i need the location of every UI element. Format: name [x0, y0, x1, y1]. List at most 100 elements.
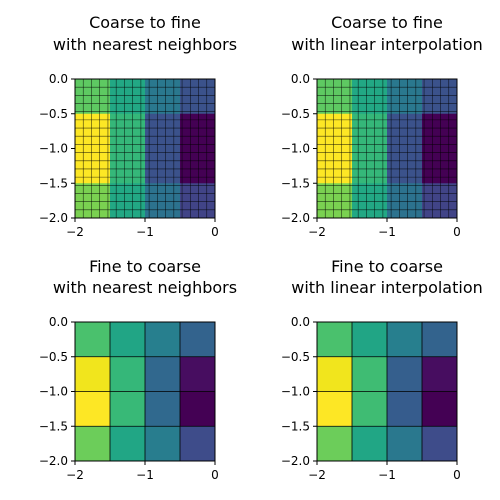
- y-tick-label: −1.5: [39, 176, 68, 190]
- chart-panel-4: −2 −1 0 0.0 −0.5 −1.0 −1.5 −2.0 Fine to coarse wi…: [281, 257, 483, 482]
- heatmap-cell: [317, 391, 353, 427]
- y-tick-label: −0.5: [281, 107, 310, 121]
- y-tick-label: −1.0: [281, 385, 310, 399]
- chart-panel-1: −2 −1 0 0.0 −0.5 −1.0 −1.5 −2.0 Coarse to fine wi…: [39, 13, 237, 239]
- chart-title-line-2: with nearest neighbors: [53, 35, 237, 54]
- heatmap-cell: [145, 322, 181, 358]
- chart-title-line-1: Fine to coarse: [89, 257, 201, 276]
- heatmap-cell: [422, 391, 458, 427]
- heatmap-cell: [145, 148, 181, 184]
- y-tick-label: −1.0: [39, 142, 68, 156]
- x-tick-label: 0: [211, 225, 219, 239]
- heatmap-cell: [75, 183, 111, 219]
- heatmap-cell: [180, 183, 216, 219]
- y-tick-label: −1.0: [281, 142, 310, 156]
- heatmap-cell: [422, 356, 458, 392]
- heatmap-cell: [75, 356, 111, 392]
- y-tick-label: −1.0: [39, 385, 68, 399]
- heatmap-cell: [317, 322, 353, 358]
- heatmap-cell: [317, 148, 353, 184]
- heatmap-cell: [387, 113, 423, 149]
- heatmap-cell: [387, 183, 423, 219]
- x-tick-label: −2: [308, 468, 326, 482]
- x-tick-label: 0: [453, 468, 461, 482]
- y-tick-label: −2.0: [281, 211, 310, 225]
- heatmap-cell: [422, 113, 458, 149]
- y-tick-label: 0.0: [291, 72, 310, 86]
- heatmap-cell: [387, 148, 423, 184]
- heatmap-cell: [110, 391, 146, 427]
- heatmap-cell: [145, 391, 181, 427]
- heatmap-cell: [145, 426, 181, 462]
- heatmap-cell: [75, 426, 111, 462]
- heatmap-cell: [110, 322, 146, 358]
- heatmap-cell: [352, 148, 388, 184]
- heatmap-cell: [110, 183, 146, 219]
- heatmap-cell: [352, 356, 388, 392]
- heatmap-cell: [387, 426, 423, 462]
- heatmap-cell: [75, 148, 111, 184]
- heatmap-cell: [110, 356, 146, 392]
- x-tick-label: −1: [378, 225, 396, 239]
- heatmap-cell: [75, 79, 111, 115]
- heatmap-cell: [180, 356, 216, 392]
- y-tick-label: −0.5: [39, 107, 68, 121]
- y-tick-label: −2.0: [39, 454, 68, 468]
- heatmap-cell: [110, 426, 146, 462]
- heatmap-cell: [145, 79, 181, 115]
- x-tick-label: −2: [66, 468, 84, 482]
- heatmap-cell: [352, 322, 388, 358]
- heatmap-cell: [387, 79, 423, 115]
- heatmap-cell: [180, 79, 216, 115]
- heatmap-cell: [352, 183, 388, 219]
- y-tick-label: −2.0: [281, 454, 310, 468]
- heatmap-cell: [145, 183, 181, 219]
- y-tick-label: −1.5: [281, 419, 310, 433]
- y-tick-label: −1.5: [39, 419, 68, 433]
- heatmap-cell: [317, 113, 353, 149]
- heatmap-cell: [422, 322, 458, 358]
- y-tick-label: −0.5: [39, 350, 68, 364]
- chart-title-line-2: with linear interpolation: [291, 35, 483, 54]
- heatmap-cell: [75, 322, 111, 358]
- y-tick-label: 0.0: [49, 315, 68, 329]
- chart-panel-2: −2 −1 0 0.0 −0.5 −1.0 −1.5 −2.0 Coarse to fine wi…: [281, 13, 483, 239]
- heatmap-cell: [317, 426, 353, 462]
- heatmap-cell: [145, 113, 181, 149]
- heatmap-cell: [422, 79, 458, 115]
- heatmap-cell: [75, 391, 111, 427]
- heatmap-cell: [352, 391, 388, 427]
- x-tick-label: −1: [378, 468, 396, 482]
- chart-title-line-1: Coarse to fine: [89, 13, 201, 32]
- x-tick-label: −1: [136, 468, 154, 482]
- x-tick-label: −2: [66, 225, 84, 239]
- heatmap-cell: [422, 148, 458, 184]
- chart-title-line-1: Coarse to fine: [331, 13, 443, 32]
- heatmap-cell: [145, 356, 181, 392]
- x-tick-label: −2: [308, 225, 326, 239]
- heatmap-cell: [387, 356, 423, 392]
- y-tick-label: −2.0: [39, 211, 68, 225]
- heatmap-cell: [317, 356, 353, 392]
- x-tick-label: 0: [453, 225, 461, 239]
- x-tick-label: −1: [136, 225, 154, 239]
- x-tick-label: 0: [211, 468, 219, 482]
- heatmap-cell: [180, 148, 216, 184]
- y-tick-label: −0.5: [281, 350, 310, 364]
- heatmap-cell: [387, 391, 423, 427]
- y-tick-label: −1.5: [281, 176, 310, 190]
- heatmap-cell: [352, 113, 388, 149]
- chart-title-line-2: with linear interpolation: [291, 278, 483, 297]
- heatmap-cell: [75, 113, 111, 149]
- chart-panel-3: −2 −1 0 0.0 −0.5 −1.0 −1.5 −2.0 Fine to coarse wi…: [39, 257, 237, 482]
- heatmap-cell: [110, 113, 146, 149]
- heatmap-cell: [317, 79, 353, 115]
- heatmap-cell: [180, 322, 216, 358]
- y-tick-label: 0.0: [49, 72, 68, 86]
- heatmap-cell: [387, 322, 423, 358]
- heatmap-cell: [352, 79, 388, 115]
- heatmap-cell: [180, 426, 216, 462]
- heatmap-cell: [422, 183, 458, 219]
- heatmap-cell: [110, 148, 146, 184]
